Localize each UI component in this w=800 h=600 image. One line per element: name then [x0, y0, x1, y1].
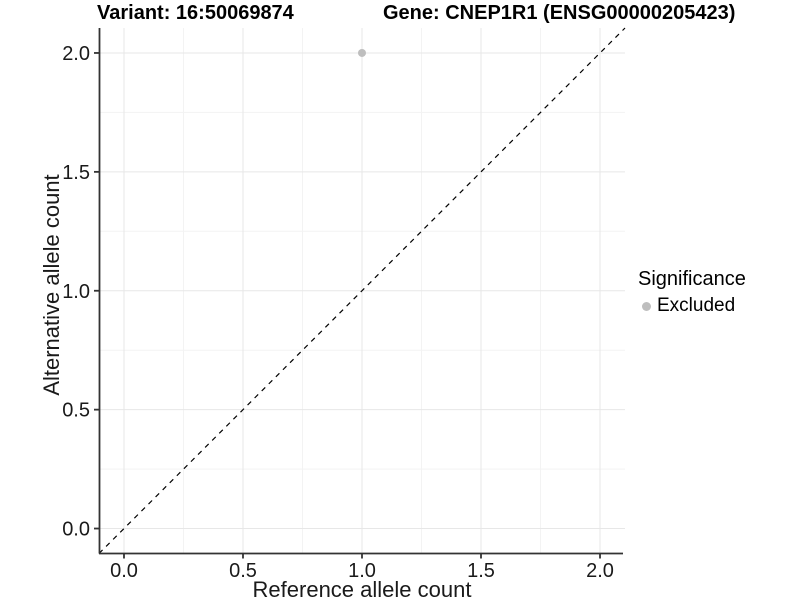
- x-tick-label: 0.0: [110, 560, 138, 582]
- y-tick-label: 1.0: [62, 281, 90, 303]
- excluded-marker-icon: [642, 301, 651, 311]
- legend: Significance Excluded: [638, 268, 746, 317]
- y-tick-label: 2.0: [62, 43, 90, 65]
- y-tick-label: 0.5: [62, 400, 90, 422]
- legend-entry-label: Excluded: [657, 295, 736, 316]
- variant-title: Variant: 16:50069874: [97, 2, 294, 24]
- x-tick-label: 1.5: [467, 560, 495, 582]
- y-tick-label: 1.5: [62, 162, 90, 184]
- identity-reference-line: [98, 27, 626, 554]
- data-point: [358, 48, 366, 57]
- legend-title: Significance: [638, 268, 746, 290]
- y-axis-title: Alternative allele count: [39, 174, 64, 396]
- x-axis-title: Reference allele count: [252, 577, 472, 600]
- legend-entry: Excluded: [642, 295, 746, 317]
- x-tick-label: 0.5: [229, 560, 257, 582]
- x-tick-label: 2.0: [586, 560, 614, 582]
- x-tick-label: 1.0: [348, 560, 376, 582]
- y-tick-label: 0.0: [62, 519, 90, 541]
- gene-title: Gene: CNEP1R1 (ENSG00000205423): [383, 2, 736, 24]
